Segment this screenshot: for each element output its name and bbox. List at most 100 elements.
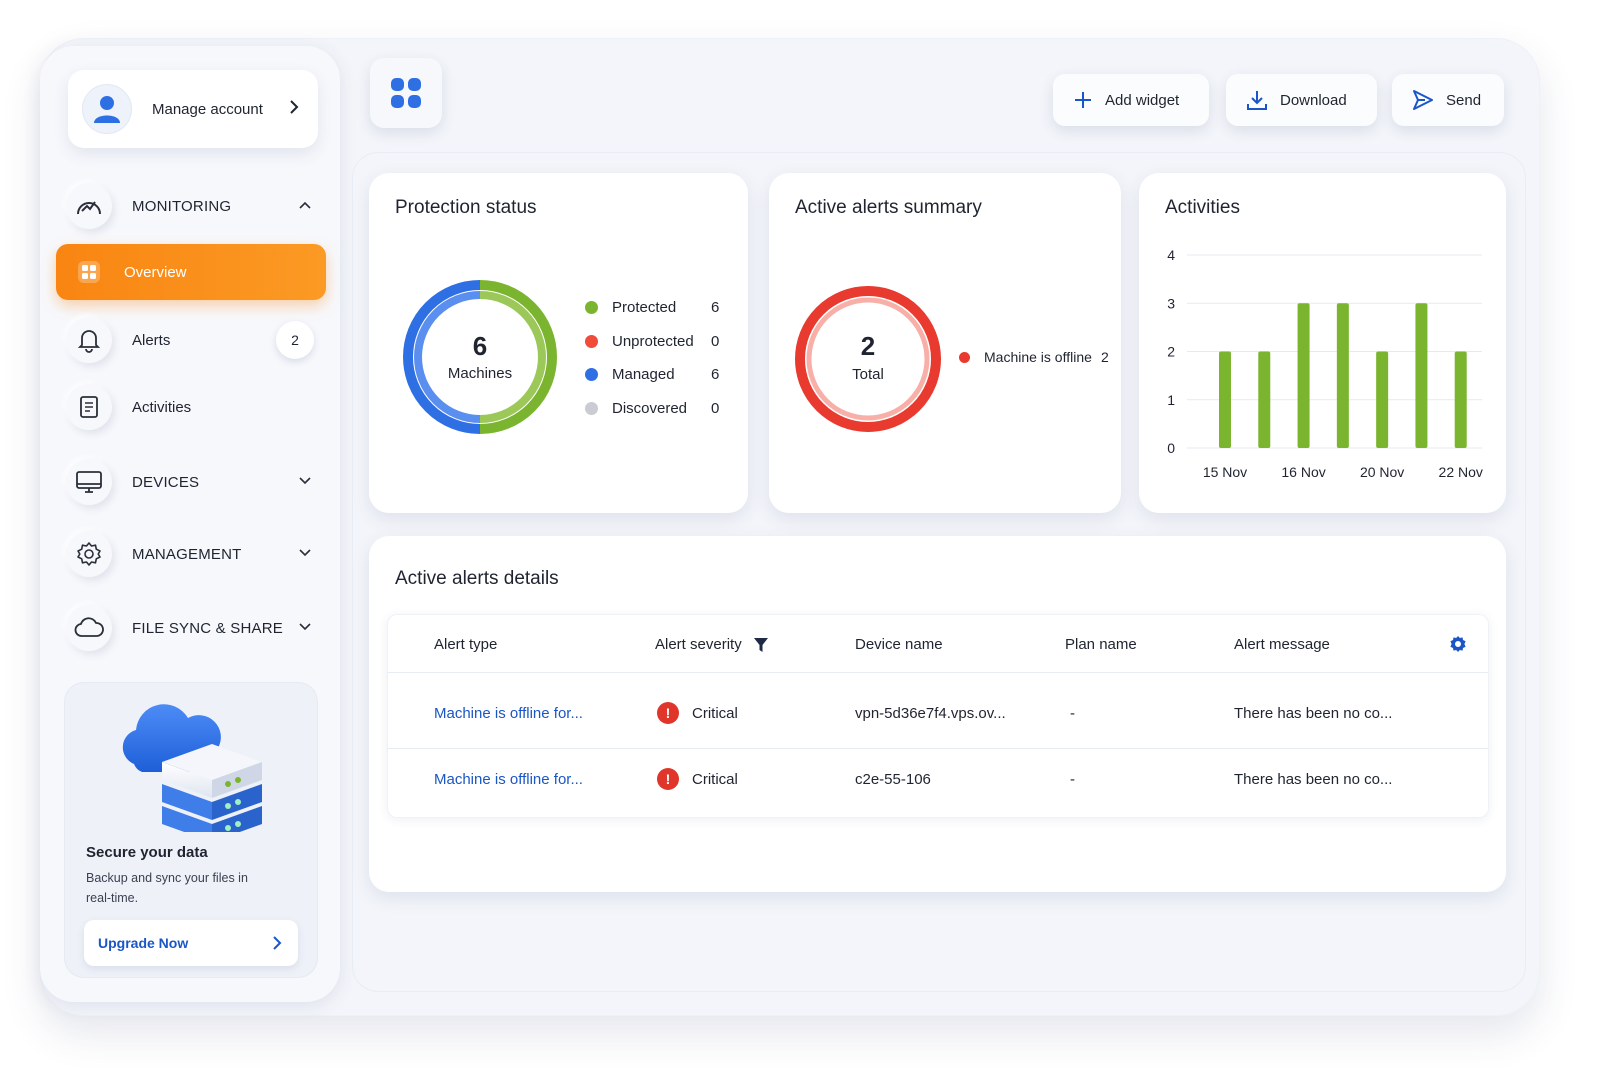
offline-arc bbox=[795, 286, 941, 432]
settings-gear-icon[interactable] bbox=[1449, 635, 1467, 653]
legend-dot bbox=[585, 402, 598, 415]
active-alerts-summary-card: Active alerts summary 2 Total Machine is… bbox=[769, 173, 1121, 513]
filter-icon[interactable] bbox=[753, 637, 768, 653]
alert-message: There has been no co... bbox=[1234, 705, 1393, 722]
x-tick-label: 15 Nov bbox=[1203, 464, 1247, 480]
chevron-right-icon bbox=[273, 936, 282, 950]
legend-item-discovered: Discovered bbox=[585, 400, 687, 417]
legend-value: 6 bbox=[711, 299, 720, 316]
add-widget-button[interactable]: Add widget bbox=[1053, 74, 1209, 126]
activity-bar[interactable] bbox=[1219, 351, 1231, 449]
nav-section-label: FILE SYNC & SHARE bbox=[132, 619, 283, 637]
column-header-label: Alert severity bbox=[655, 636, 742, 653]
x-tick-label: 20 Nov bbox=[1360, 464, 1404, 480]
severity-label: Critical bbox=[692, 704, 738, 722]
chevron-down-icon bbox=[298, 545, 312, 563]
column-header-plan-name[interactable]: Plan name bbox=[1065, 636, 1137, 653]
activity-bar[interactable] bbox=[1415, 303, 1428, 448]
device-name: c2e-55-106 bbox=[855, 771, 931, 788]
device-name: vpn-5d36e7f4.vps.ov... bbox=[855, 705, 1006, 722]
offline-inner-arc bbox=[806, 297, 930, 421]
legend-value: 2 bbox=[1101, 349, 1109, 365]
activity-bar[interactable] bbox=[1454, 351, 1467, 449]
machines-label: Machines bbox=[447, 365, 513, 382]
legend-value: 6 bbox=[711, 366, 720, 383]
legend-label: Protected bbox=[612, 299, 677, 316]
card-title: Protection status bbox=[395, 197, 537, 218]
cloud-icon bbox=[66, 605, 112, 651]
card-title: Activities bbox=[1165, 197, 1240, 218]
y-tick-label: 4 bbox=[1167, 247, 1175, 263]
column-header-alert-severity[interactable]: Alert severity bbox=[655, 636, 768, 653]
column-header-alert-message[interactable]: Alert message bbox=[1234, 636, 1330, 653]
alerts-count-badge: 2 bbox=[276, 321, 314, 359]
legend-item-unprotected: Unprotected bbox=[585, 333, 694, 350]
grid-icon bbox=[391, 78, 421, 108]
y-tick-label: 1 bbox=[1167, 392, 1175, 408]
plan-name: - bbox=[1070, 705, 1075, 722]
activity-bar[interactable] bbox=[1336, 303, 1349, 448]
bell-icon bbox=[66, 317, 112, 363]
download-button[interactable]: Download bbox=[1226, 74, 1377, 126]
promo-card: Secure your data Backup and sync your fi… bbox=[64, 682, 318, 978]
table-row[interactable]: Machine is offline for... ! Critical c2e… bbox=[387, 749, 1489, 815]
nav-section-label: DEVICES bbox=[132, 473, 200, 491]
alerts-total-count: 2 bbox=[860, 331, 876, 361]
chevron-up-icon bbox=[298, 197, 312, 215]
upgrade-now-label: Upgrade Now bbox=[98, 935, 189, 951]
active-alerts-details-card: Active alerts details Alert type Alert s… bbox=[369, 536, 1506, 892]
activity-bar[interactable] bbox=[1376, 351, 1389, 449]
widget-grid-button[interactable] bbox=[370, 58, 442, 128]
managed-arc bbox=[403, 280, 481, 434]
monitor-icon bbox=[66, 459, 112, 505]
alert-severity: ! Critical bbox=[657, 702, 738, 724]
promo-text: Backup and sync your files in real-time. bbox=[86, 871, 248, 905]
promo-title: Secure your data bbox=[86, 844, 208, 861]
nav-section-file-sync[interactable]: FILE SYNC & SHARE bbox=[58, 600, 326, 656]
sidebar-item-alerts[interactable]: Alerts 2 bbox=[58, 312, 326, 368]
send-label: Send bbox=[1446, 91, 1482, 109]
card-title: Active alerts details bbox=[395, 568, 559, 589]
legend-label: Managed bbox=[612, 366, 675, 383]
download-icon bbox=[1247, 91, 1267, 110]
activity-bar[interactable] bbox=[1258, 351, 1271, 449]
dashboard-icon bbox=[66, 249, 112, 295]
legend-item-protected: Protected bbox=[585, 299, 676, 316]
nav-section-monitoring[interactable]: MONITORING bbox=[58, 178, 326, 234]
alert-message: There has been no co... bbox=[1234, 771, 1393, 788]
column-header-alert-type[interactable]: Alert type bbox=[434, 636, 498, 653]
critical-alert-icon: ! bbox=[657, 702, 679, 724]
send-button[interactable]: Send bbox=[1392, 74, 1504, 126]
activities-bar-chart: 0 1 2 3 4 15 Nov 16 Nov 20 Nov 22 Nov bbox=[1167, 247, 1483, 480]
gear-icon bbox=[66, 531, 112, 577]
nav-section-label: MANAGEMENT bbox=[132, 545, 242, 563]
table-row[interactable]: Machine is offline for... ! Critical vpn… bbox=[387, 673, 1489, 747]
upgrade-now-button[interactable]: Upgrade Now bbox=[84, 920, 298, 966]
nav-section-management[interactable]: MANAGEMENT bbox=[58, 526, 326, 582]
nav-section-devices[interactable]: DEVICES bbox=[58, 454, 326, 510]
user-avatar-icon bbox=[82, 84, 132, 134]
chevron-right-icon bbox=[288, 99, 300, 119]
sidebar-item-activities[interactable]: Activities bbox=[58, 379, 326, 435]
y-tick-label: 2 bbox=[1167, 344, 1175, 360]
column-header-device-name[interactable]: Device name bbox=[855, 636, 943, 653]
machines-count: 6 bbox=[472, 331, 488, 361]
activities-card: Activities 0 1 2 3 4 15 Nov 16 Nov 20 Nov 22 Nov bbox=[1139, 173, 1506, 513]
alert-type-link[interactable]: Machine is offline for... bbox=[434, 705, 583, 722]
activity-bar[interactable] bbox=[1297, 303, 1310, 448]
protected-arc bbox=[479, 280, 557, 434]
legend-dot bbox=[585, 335, 598, 348]
cloud-server-illustration-icon bbox=[122, 704, 262, 832]
sidebar-item-label: Overview bbox=[124, 263, 187, 281]
alerts-total-label: Total bbox=[852, 366, 884, 383]
sidebar-item-overview[interactable]: Overview bbox=[56, 244, 326, 300]
severity-label: Critical bbox=[692, 770, 738, 788]
legend-dot bbox=[585, 368, 598, 381]
alert-type-link[interactable]: Machine is offline for... bbox=[434, 771, 583, 788]
row-divider bbox=[387, 672, 1489, 673]
chevron-down-icon bbox=[298, 619, 312, 637]
critical-alert-icon: ! bbox=[657, 768, 679, 790]
manage-account-label: Manage account bbox=[152, 100, 263, 118]
legend-item-managed: Managed bbox=[585, 366, 675, 383]
manage-account-button[interactable]: Manage account bbox=[68, 70, 318, 148]
